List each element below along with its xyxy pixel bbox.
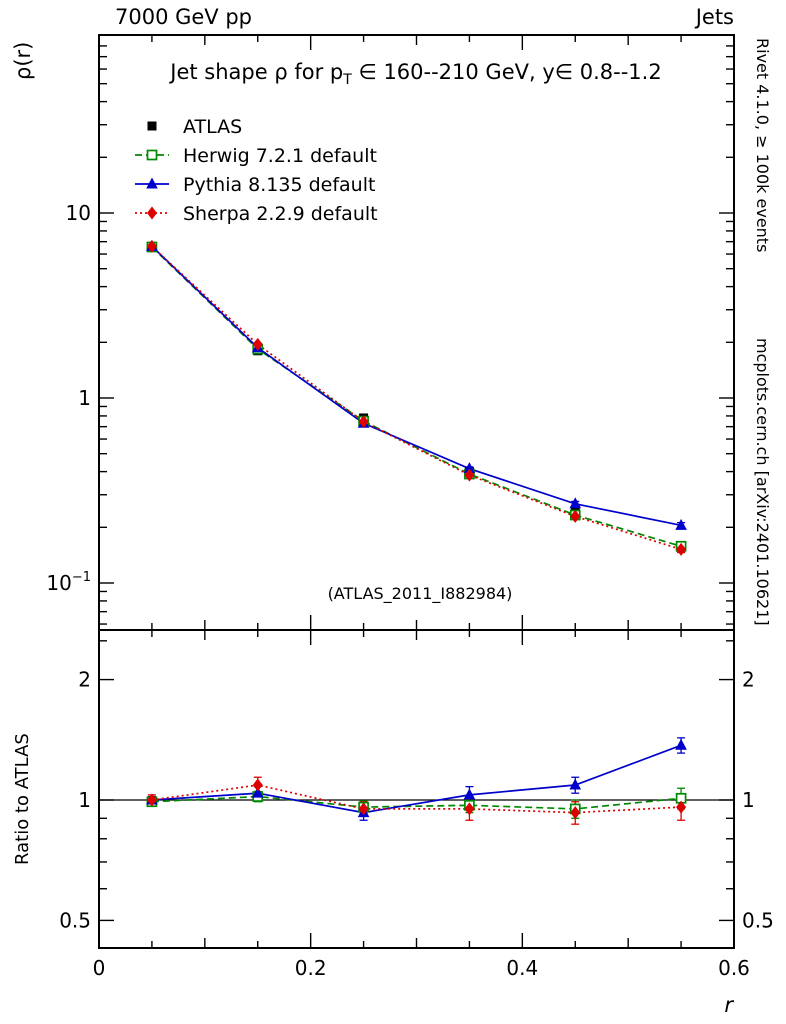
series-atlas-lines [147, 243, 686, 552]
legend: ATLAS Herwig 7.2.1 default Pythia 8.135 de… [135, 116, 378, 225]
series-atlas-markers [147, 241, 686, 552]
series-pythia-8-135-default-lines [147, 245, 686, 821]
plot-title-rest: ∈ 160--210 GeV, y∈ 0.8--1.2 [352, 60, 662, 84]
series-herwig-7-2-1-default-markers [146, 241, 687, 815]
legend-label: Herwig 7.2.1 default [183, 145, 377, 167]
legend-label: Pythia 8.135 default [183, 174, 375, 196]
ratio-tick-label-left: 2 [78, 668, 91, 692]
legend-item-pythia-8-135-default: Pythia 8.135 default [135, 174, 375, 196]
series-herwig-7-2-1-default-lines [147, 245, 686, 819]
y-axis-label: ρ(r) [11, 42, 35, 80]
x-tick-label: 0.6 [718, 956, 750, 980]
plot-title: Jet shape ρ for pT ∈ 160--210 GeV, y∈ 0.… [168, 60, 661, 88]
mcplots-credit-label: mcplots.cern.ch [arXiv:2401.10621] [753, 338, 772, 626]
legend-label: Sherpa 2.2.9 default [183, 203, 378, 225]
series-pythia-8-135-default-markers [146, 239, 687, 818]
y-tick-label: 1 [78, 386, 91, 410]
beam-energy-label: 7000 GeV pp [115, 5, 252, 29]
series-sherpa-2-2-9-default-markers [146, 239, 687, 820]
ratio-y-axis-label: Ratio to ATLAS [12, 733, 33, 865]
chart-generated: 0 0.2 0.4 0.6 10 1 10−1 2 2 1 1 0.5 0.5 ATLAS Herwig 7… [46, 34, 774, 980]
legend-item-herwig-7-2-1-default: Herwig 7.2.1 default [135, 145, 377, 167]
x-tick-label: 0.4 [506, 956, 538, 980]
x-tick-label: 0.2 [295, 956, 327, 980]
ratio-tick-label-right: 0.5 [742, 908, 774, 932]
ratio-tick-label-left: 1 [78, 788, 91, 812]
legend-item-sherpa-2-2-9-default: Sherpa 2.2.9 default [135, 203, 378, 225]
legend-item-atlas: ATLAS [147, 116, 242, 138]
series-sherpa-2-2-9-default-lines [147, 245, 686, 825]
ratio-tick-label-right: 2 [742, 668, 755, 692]
x-tick-label: 0 [93, 956, 106, 980]
axes: 0 0.2 0.4 0.6 10 1 10−1 2 2 1 1 0.5 0.5 [46, 34, 774, 980]
y-tick-label: 10 [66, 201, 91, 225]
x-axis-label: r [724, 993, 734, 1017]
watermark-analysis-id: (ATLAS_2011_I882984) [328, 584, 513, 604]
plot-title-main: Jet shape ρ for p [168, 60, 343, 84]
y-tick-label: 10−1 [46, 570, 91, 595]
rivet-version-label: Rivet 4.1.0, ≥ 100k events [753, 38, 772, 252]
ratio-tick-label-right: 1 [742, 788, 755, 812]
legend-label: ATLAS [183, 116, 242, 138]
ratio-tick-label-left: 0.5 [59, 908, 91, 932]
plot-title-subscript: T [342, 72, 352, 88]
process-label: Jets [694, 5, 734, 29]
